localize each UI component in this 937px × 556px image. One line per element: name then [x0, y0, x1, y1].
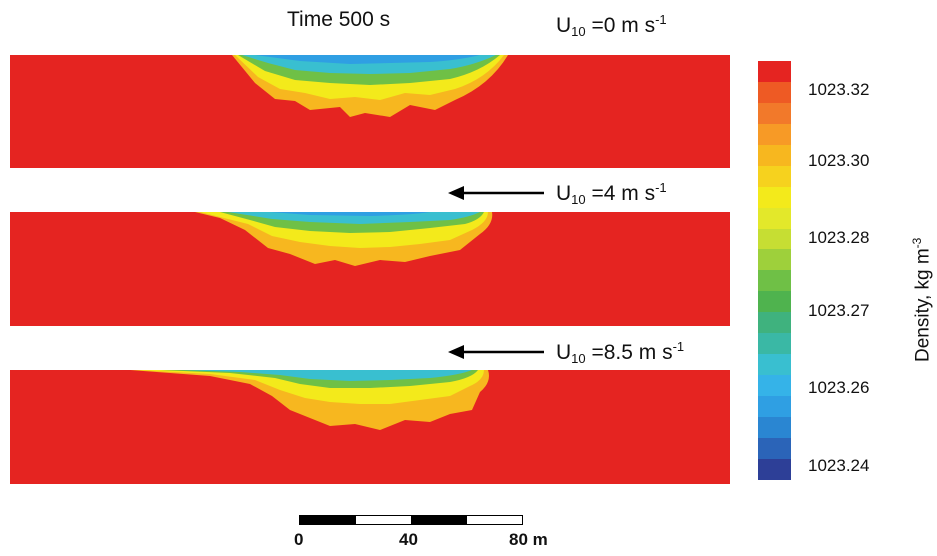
wind-label-0: U10 =0 m s-1 [556, 12, 667, 39]
colorbar-segment [758, 165, 791, 187]
density-panel-1 [10, 212, 730, 326]
scale-tick: 80 m [509, 530, 548, 549]
colorbar-tick: 1023.30 [808, 151, 870, 170]
colorbar-tick: 1023.27 [808, 301, 870, 320]
colorbar-segment [758, 81, 791, 103]
scale-bar [299, 515, 523, 525]
colorbar-segment [758, 144, 791, 166]
time-label: Time 500 s [287, 8, 391, 31]
wind-label-1: U10 =4 m s-1 [556, 180, 667, 207]
colorbar-segment [758, 333, 791, 355]
colorbar-segment [758, 61, 791, 82]
colorbar [758, 61, 791, 480]
colorbar-segment [758, 437, 791, 459]
colorbar-segment [758, 458, 791, 480]
colorbar-tick: 1023.28 [808, 228, 870, 247]
scale-tick: 0 [294, 530, 304, 549]
density-panel-0 [10, 55, 730, 168]
colorbar-segment [758, 396, 791, 417]
colorbar-segment [758, 291, 791, 313]
colorbar-segment [758, 207, 791, 229]
colorbar-segment [758, 312, 791, 334]
colorbar-tick: 1023.32 [808, 80, 870, 99]
scale-tick: 40 [399, 530, 418, 549]
colorbar-tick: 1023.26 [808, 378, 870, 397]
colorbar-segment [758, 228, 791, 250]
wind-arrow-icon [448, 345, 544, 359]
density-panel-2 [10, 370, 730, 484]
wind-label-2: U10 =8.5 m s-1 [556, 339, 685, 366]
colorbar-segment [758, 249, 791, 271]
wind-arrow-icon [448, 186, 544, 200]
colorbar-segment [758, 123, 791, 145]
colorbar-segment [758, 270, 791, 292]
colorbar-segment [758, 416, 791, 438]
colorbar-segment [758, 102, 791, 124]
colorbar-segment [758, 375, 791, 396]
colorbar-segment [758, 354, 791, 376]
colorbar-tick: 1023.24 [808, 456, 870, 475]
colorbar-title: Density, kg m-3 [910, 237, 934, 362]
colorbar-segment [758, 186, 791, 208]
